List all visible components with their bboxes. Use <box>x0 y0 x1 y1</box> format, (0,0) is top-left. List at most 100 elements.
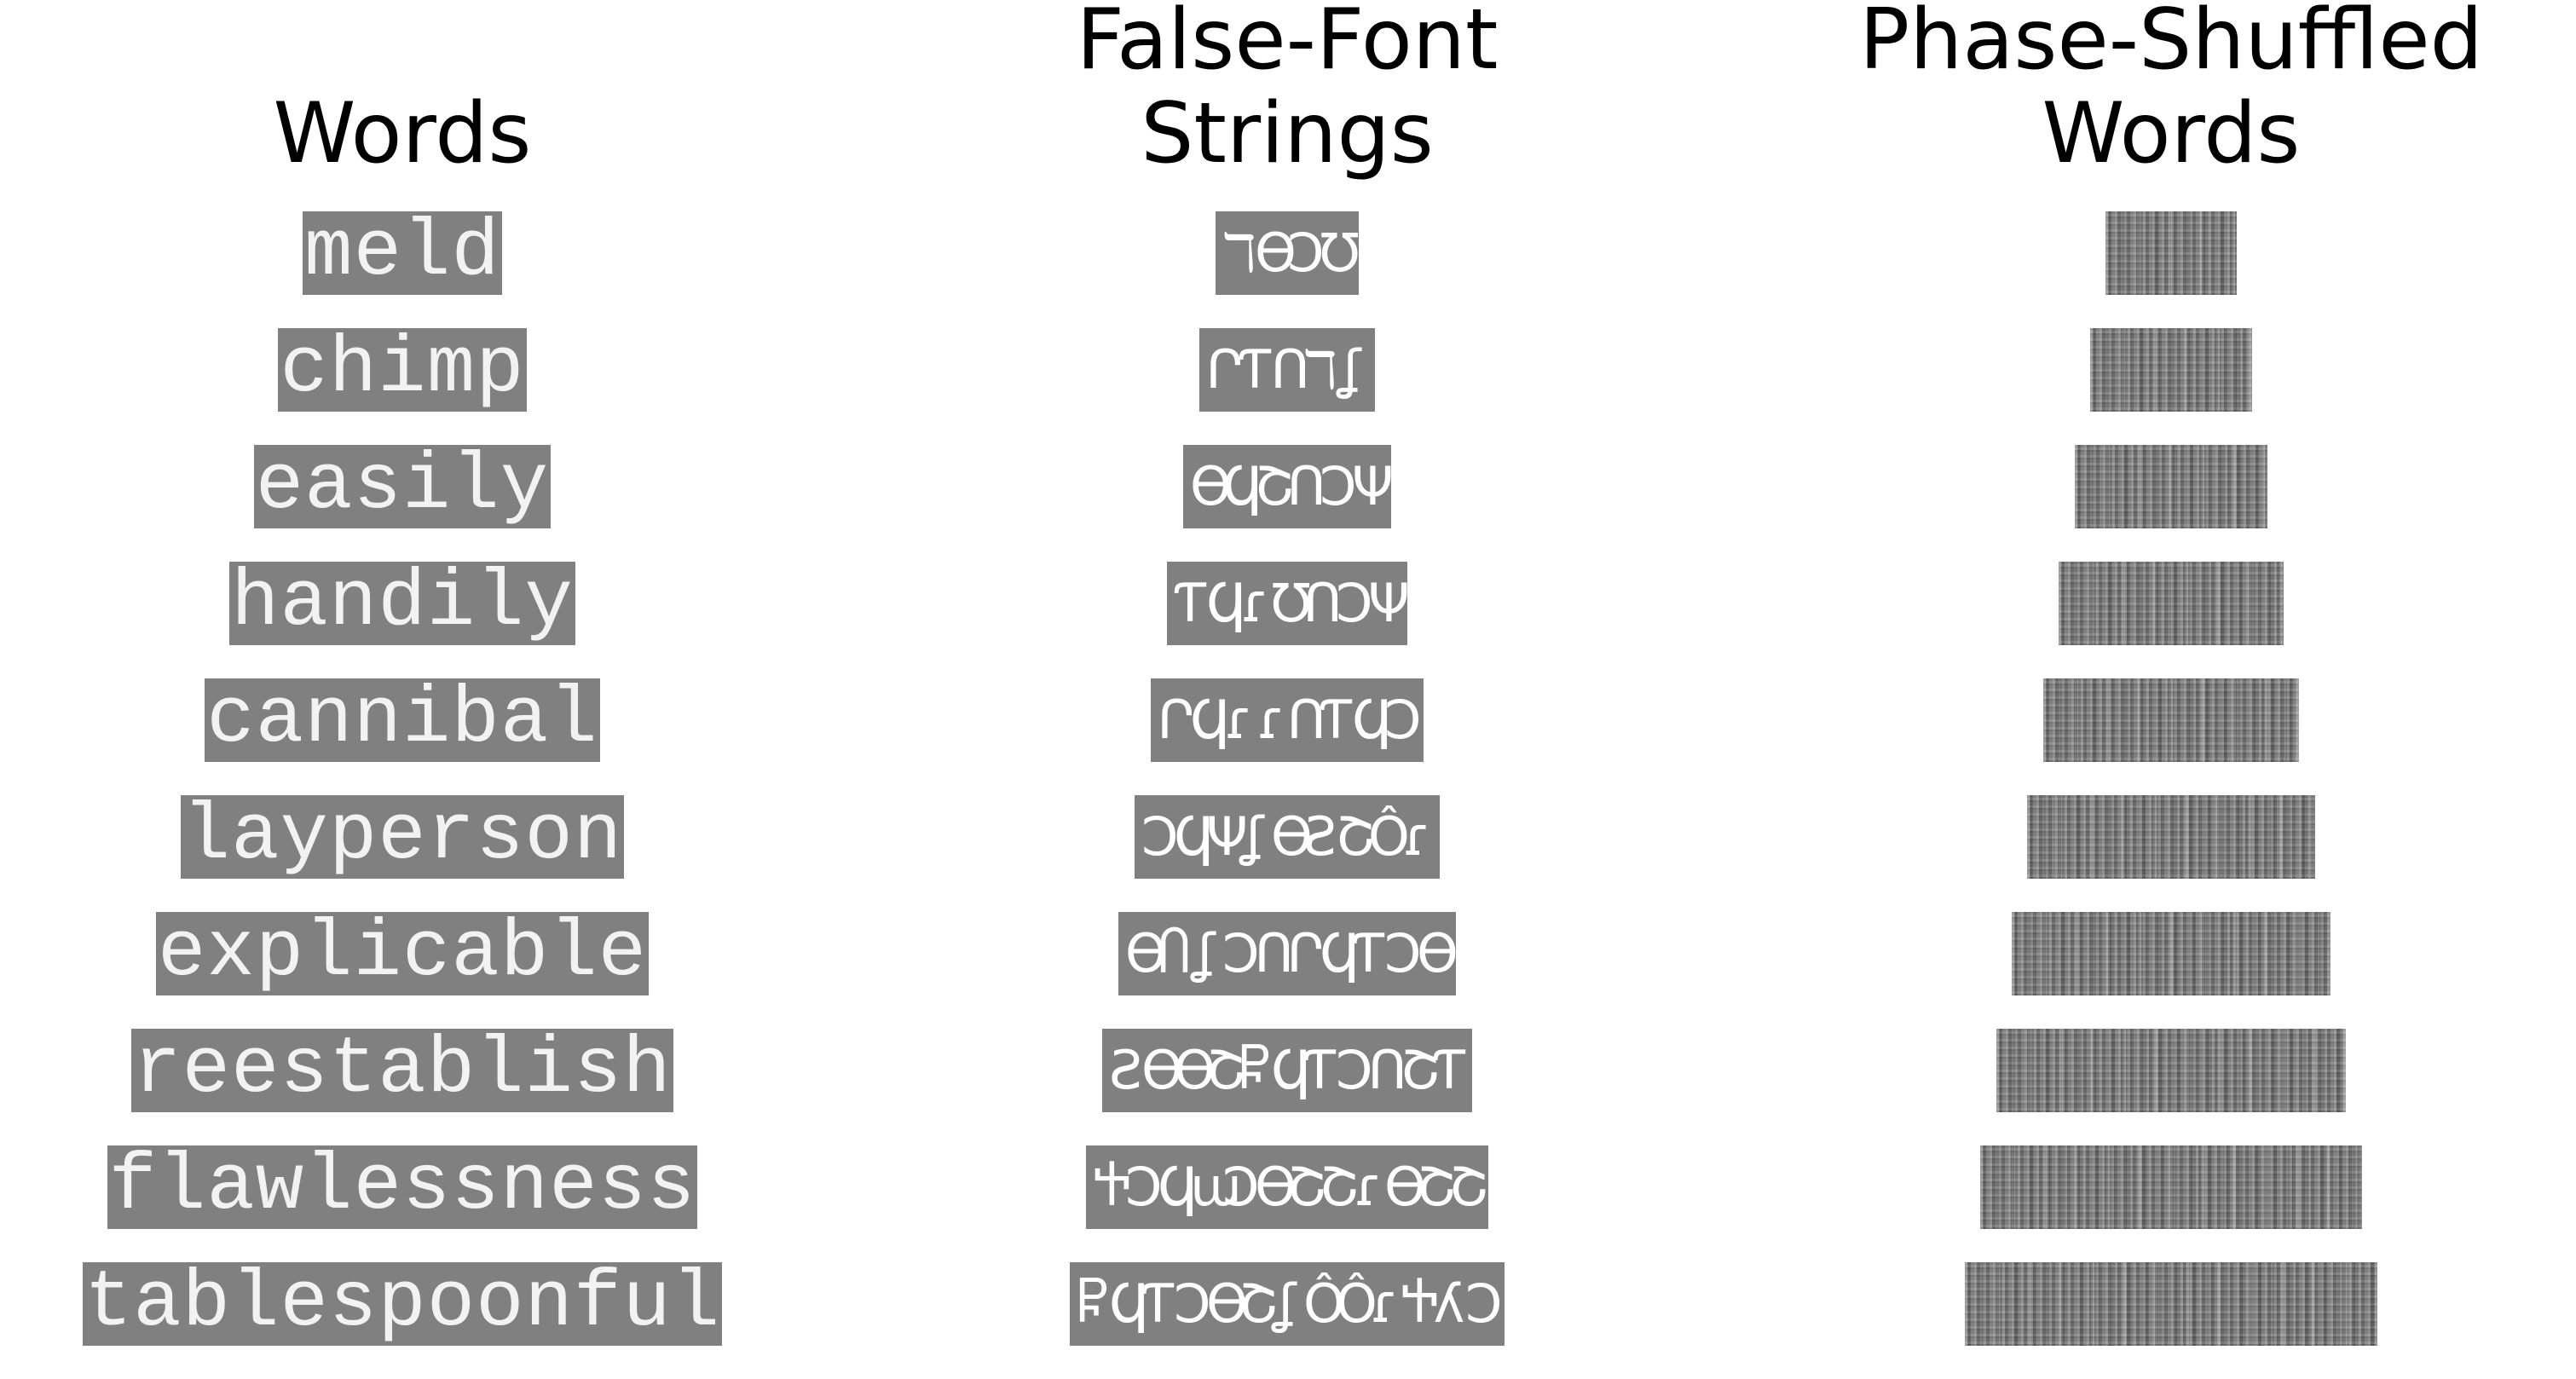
false-font-glyph: Շ <box>1336 805 1376 868</box>
word-stimulus: handily <box>229 562 575 645</box>
word-stimulus: reestablish <box>131 1029 673 1112</box>
phase-shuffled-header-line-1: Phase-Shuffled <box>1859 0 2483 89</box>
false-font-glyph: ϴ <box>1255 222 1297 284</box>
word-stimulus: easily <box>253 445 552 528</box>
word-text: reestablish <box>133 1029 672 1112</box>
false-font-glyph: Ո <box>1255 922 1294 984</box>
words-list: meld chimp easily handily cannibal layperson e… <box>0 211 805 1379</box>
phase-shuffled-stimulus <box>2074 445 2268 528</box>
phase-shuffled-row <box>1766 795 2576 879</box>
false-font-glyph: Ͻ <box>1125 1156 1163 1218</box>
false-font-glyph: Ͻ <box>1222 922 1260 984</box>
word-text: handily <box>231 562 574 645</box>
false-font-glyph: Ʊ <box>1271 572 1312 634</box>
false-font-glyph: Ր <box>1158 689 1195 751</box>
false-font-glyph: Շ <box>1320 1156 1360 1218</box>
false-font-glyph: ϴ <box>1271 805 1313 868</box>
word-row: handily <box>0 562 805 645</box>
false-font-glyph: Ô <box>1336 1272 1378 1335</box>
false-font-glyph: Ո <box>1287 689 1326 751</box>
false-font-glyph: ϴ <box>1190 455 1232 517</box>
false-font-glyph: Ʊ <box>1320 222 1359 284</box>
words-column: Words meld chimp easily handily cannibal layp… <box>0 0 805 1350</box>
word-stimulus: flawlessness <box>107 1145 698 1229</box>
false-font-glyph: Ƭ <box>1433 1039 1465 1101</box>
false-font-glyph: Ϥ <box>1271 1039 1312 1101</box>
false-font-glyph: Շ <box>1255 455 1295 517</box>
false-font-glyph: Ϥ <box>1190 689 1231 751</box>
false-font-glyph: ℸ <box>1222 222 1256 284</box>
false-font-glyph: ɯ <box>1190 1156 1242 1218</box>
word-text: easily <box>255 445 550 528</box>
phase-shuffled-row <box>1766 328 2576 412</box>
phase-shuffled-row <box>1766 912 2576 995</box>
false-font-glyph: ɾ <box>1224 689 1253 751</box>
word-row: layperson <box>0 795 805 879</box>
false-font-glyph: Ͻ <box>1222 1156 1260 1218</box>
word-text: layperson <box>182 795 623 879</box>
word-row: reestablish <box>0 1029 805 1112</box>
false-font-glyph: ɾ <box>1370 1272 1399 1335</box>
false-font-glyph: ɾ <box>1402 805 1431 868</box>
false-font-glyph: Ⴕ <box>1401 1272 1439 1335</box>
false-font-glyph: Ⴕ <box>1093 1156 1131 1218</box>
phase-shuffled-stimulus <box>1980 1145 2362 1229</box>
false-font-glyph: ʆ <box>1245 805 1264 868</box>
phase-shuffled-list <box>1766 211 2576 1379</box>
false-font-glyph: Ƭ <box>1174 572 1206 634</box>
word-stimulus: meld <box>303 211 502 295</box>
phase-shuffled-row <box>1766 445 2576 528</box>
false-font-glyph: ℸ <box>1303 338 1337 401</box>
false-font-glyph: Ƨ <box>1303 805 1337 868</box>
false-font-glyph: ϴ <box>1255 1156 1297 1218</box>
false-font-glyph: Ψ <box>1206 805 1248 868</box>
false-font-glyph: Շ <box>1206 1039 1246 1101</box>
false-font-glyph: Ͻ <box>1384 689 1422 751</box>
false-font-glyph: Ô <box>1303 1272 1345 1335</box>
word-row: explicable <box>0 912 805 995</box>
phase-shuffled-stimulus <box>2042 678 2300 762</box>
word-row: meld <box>0 211 805 295</box>
phase-shuffled-row <box>1766 1029 2576 1112</box>
word-text: explicable <box>157 912 648 995</box>
words-header: Words <box>0 0 805 181</box>
false-font-glyph: Ͻ <box>1320 455 1357 517</box>
phase-shuffled-row <box>1766 562 2576 645</box>
phase-shuffled-stimulus <box>2027 795 2315 879</box>
words-header-line-1: Words <box>273 85 532 182</box>
word-text: meld <box>304 211 500 295</box>
false-font-glyph: ϴ <box>1125 922 1167 984</box>
phase-shuffled-row <box>1766 1262 2576 1346</box>
word-row: flawlessness <box>0 1145 805 1229</box>
false-font-header: False-Font Strings <box>878 0 1696 181</box>
false-font-glyph: Ƭ <box>1141 1272 1174 1335</box>
false-font-glyph: ʆ <box>1278 1272 1297 1335</box>
word-stimulus: tablespoonful <box>82 1262 723 1346</box>
false-font-header-line-1: False-Font <box>1076 0 1499 89</box>
word-row: tablespoonful <box>0 1262 805 1346</box>
false-font-header-line-2: Strings <box>1141 85 1434 182</box>
false-font-glyph: Շ <box>1401 1039 1441 1101</box>
phase-shuffled-stimulus <box>2105 211 2237 295</box>
word-row: easily <box>0 445 805 528</box>
false-font-glyph: Ô <box>1368 805 1410 868</box>
false-font-glyph: Ր <box>1287 922 1325 984</box>
false-font-glyph: Ϥ <box>1174 805 1215 868</box>
word-row: cannibal <box>0 678 805 762</box>
false-font-glyph: Ϥ <box>1320 922 1360 984</box>
false-font-glyph: Շ <box>1287 1156 1327 1218</box>
false-font-glyph: Ͻ <box>1384 922 1422 984</box>
false-font-glyph: Ⴜ <box>1239 1039 1272 1101</box>
